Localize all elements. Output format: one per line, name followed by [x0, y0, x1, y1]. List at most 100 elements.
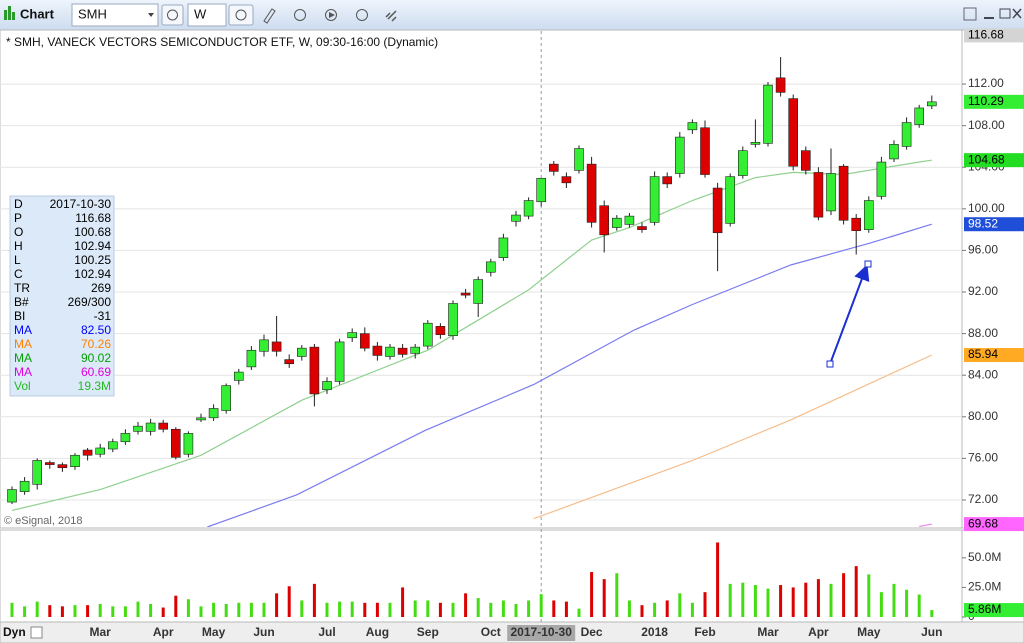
data-window-label: C [14, 267, 23, 281]
symbol-dropdown[interactable] [148, 13, 154, 17]
volume-bar [388, 602, 392, 617]
data-window-value: -31 [94, 309, 112, 323]
x-tick-label: Apr [808, 625, 829, 639]
candle-body [435, 326, 446, 335]
volume-bar [816, 579, 820, 617]
y-tick-label: 25.0M [968, 580, 1001, 594]
arrow-handle[interactable] [864, 260, 872, 268]
credit: © eSignal, 2018 [4, 515, 82, 527]
candle-body [763, 84, 773, 144]
play-button[interactable] [325, 9, 337, 21]
tool-button[interactable] [294, 9, 306, 21]
data-window-label: MA [14, 365, 32, 379]
volume-bar [640, 605, 644, 617]
candle-body [19, 480, 30, 492]
volume-bar [879, 592, 883, 617]
candle-body [511, 214, 521, 222]
settings-button[interactable] [963, 7, 977, 21]
candle-body [372, 345, 383, 356]
volume-bar [275, 593, 279, 617]
data-window-label: BI [14, 309, 25, 323]
play-icon [329, 12, 335, 18]
data-window-bg [9, 195, 115, 397]
volume-bar [350, 601, 354, 617]
volume-bar [791, 587, 795, 617]
volume-bar [501, 600, 505, 617]
y-tick-label: 100.00 [968, 201, 1005, 215]
data-window-value: 269 [91, 281, 111, 295]
data-window-value: 19.3M [78, 379, 111, 393]
alert-button[interactable] [356, 9, 368, 21]
draw-tool-button[interactable] [263, 8, 276, 24]
arrow-handle[interactable] [826, 360, 834, 368]
price-badge-label: 69.68 [968, 516, 998, 530]
candle-body [889, 144, 899, 160]
candle-body [183, 433, 194, 455]
candle-body [788, 98, 799, 167]
y-tick-label: 92.00 [968, 284, 998, 298]
volume-bar [678, 593, 682, 617]
price-badge-label: 104.68 [968, 152, 1005, 166]
candle-body [234, 371, 244, 381]
candle-body [385, 346, 395, 357]
arrow-line [829, 264, 870, 365]
candle-body [674, 136, 685, 174]
candle-body [284, 359, 295, 365]
candle-body [687, 122, 698, 131]
volume-bar [552, 600, 556, 617]
price-pane [0, 29, 963, 529]
volume-bar [564, 601, 568, 617]
candle-body [851, 217, 862, 231]
volume-bar [892, 583, 896, 617]
y-tick-label: 50.0M [968, 550, 1001, 564]
symbol-options-button[interactable] [161, 4, 184, 26]
candle-body [863, 200, 874, 230]
candle-body [536, 177, 547, 203]
x-tick-label: Mar [90, 625, 112, 639]
y-tick-label: 88.00 [968, 326, 998, 340]
volume-bar [539, 594, 543, 617]
interval-input[interactable] [187, 3, 227, 27]
candle-body [448, 303, 458, 336]
candle-body [662, 176, 673, 185]
volume-bar [98, 603, 102, 617]
arrow-annotation[interactable] [826, 260, 872, 368]
volume-bar [249, 602, 253, 617]
x-tick-label: Jun [253, 625, 274, 639]
candle-body [473, 279, 484, 304]
interval-options-button[interactable] [228, 4, 254, 26]
volume-bar [753, 585, 757, 617]
candle-body [901, 122, 912, 147]
interval-text[interactable]: W [194, 6, 207, 21]
plot-layer [0, 31, 966, 622]
data-window-label: TR [14, 281, 30, 295]
chart-title: * SMH, VANECK VECTORS SEMICONDUCTOR ETF,… [6, 35, 438, 49]
crosshair-date-box [507, 625, 576, 641]
data-window-value: 2017-10-30 [50, 197, 112, 211]
data-window-value: 70.26 [81, 337, 111, 351]
candle-body [460, 292, 471, 296]
chart-icon [4, 6, 15, 20]
volume-bar [300, 600, 304, 617]
link-button[interactable] [385, 10, 397, 22]
candle-body [70, 454, 80, 467]
candle-body [334, 341, 345, 382]
data-window-value: 100.68 [74, 225, 111, 239]
x-tick-label: Jul [318, 625, 335, 639]
candle-body [838, 165, 849, 221]
close-button[interactable] [1012, 8, 1022, 19]
symbol-input[interactable] [71, 3, 159, 27]
overlay-layer: 72.00 76.00 80.00 84.00 88.00 92.00 96.00 100.0… [9, 28, 1024, 641]
candle-body [108, 441, 118, 450]
maximize-button[interactable] [999, 8, 1011, 19]
volume-bar [363, 602, 367, 617]
volume-bar [514, 603, 518, 617]
x-tick-label: Feb [694, 625, 715, 639]
candle-body [208, 408, 219, 419]
data-window-label: P [14, 211, 22, 225]
volume-bar [464, 593, 468, 617]
candle-body [876, 161, 887, 197]
time-axis-icon[interactable] [30, 626, 43, 639]
symbol-text[interactable]: SMH [78, 6, 107, 21]
